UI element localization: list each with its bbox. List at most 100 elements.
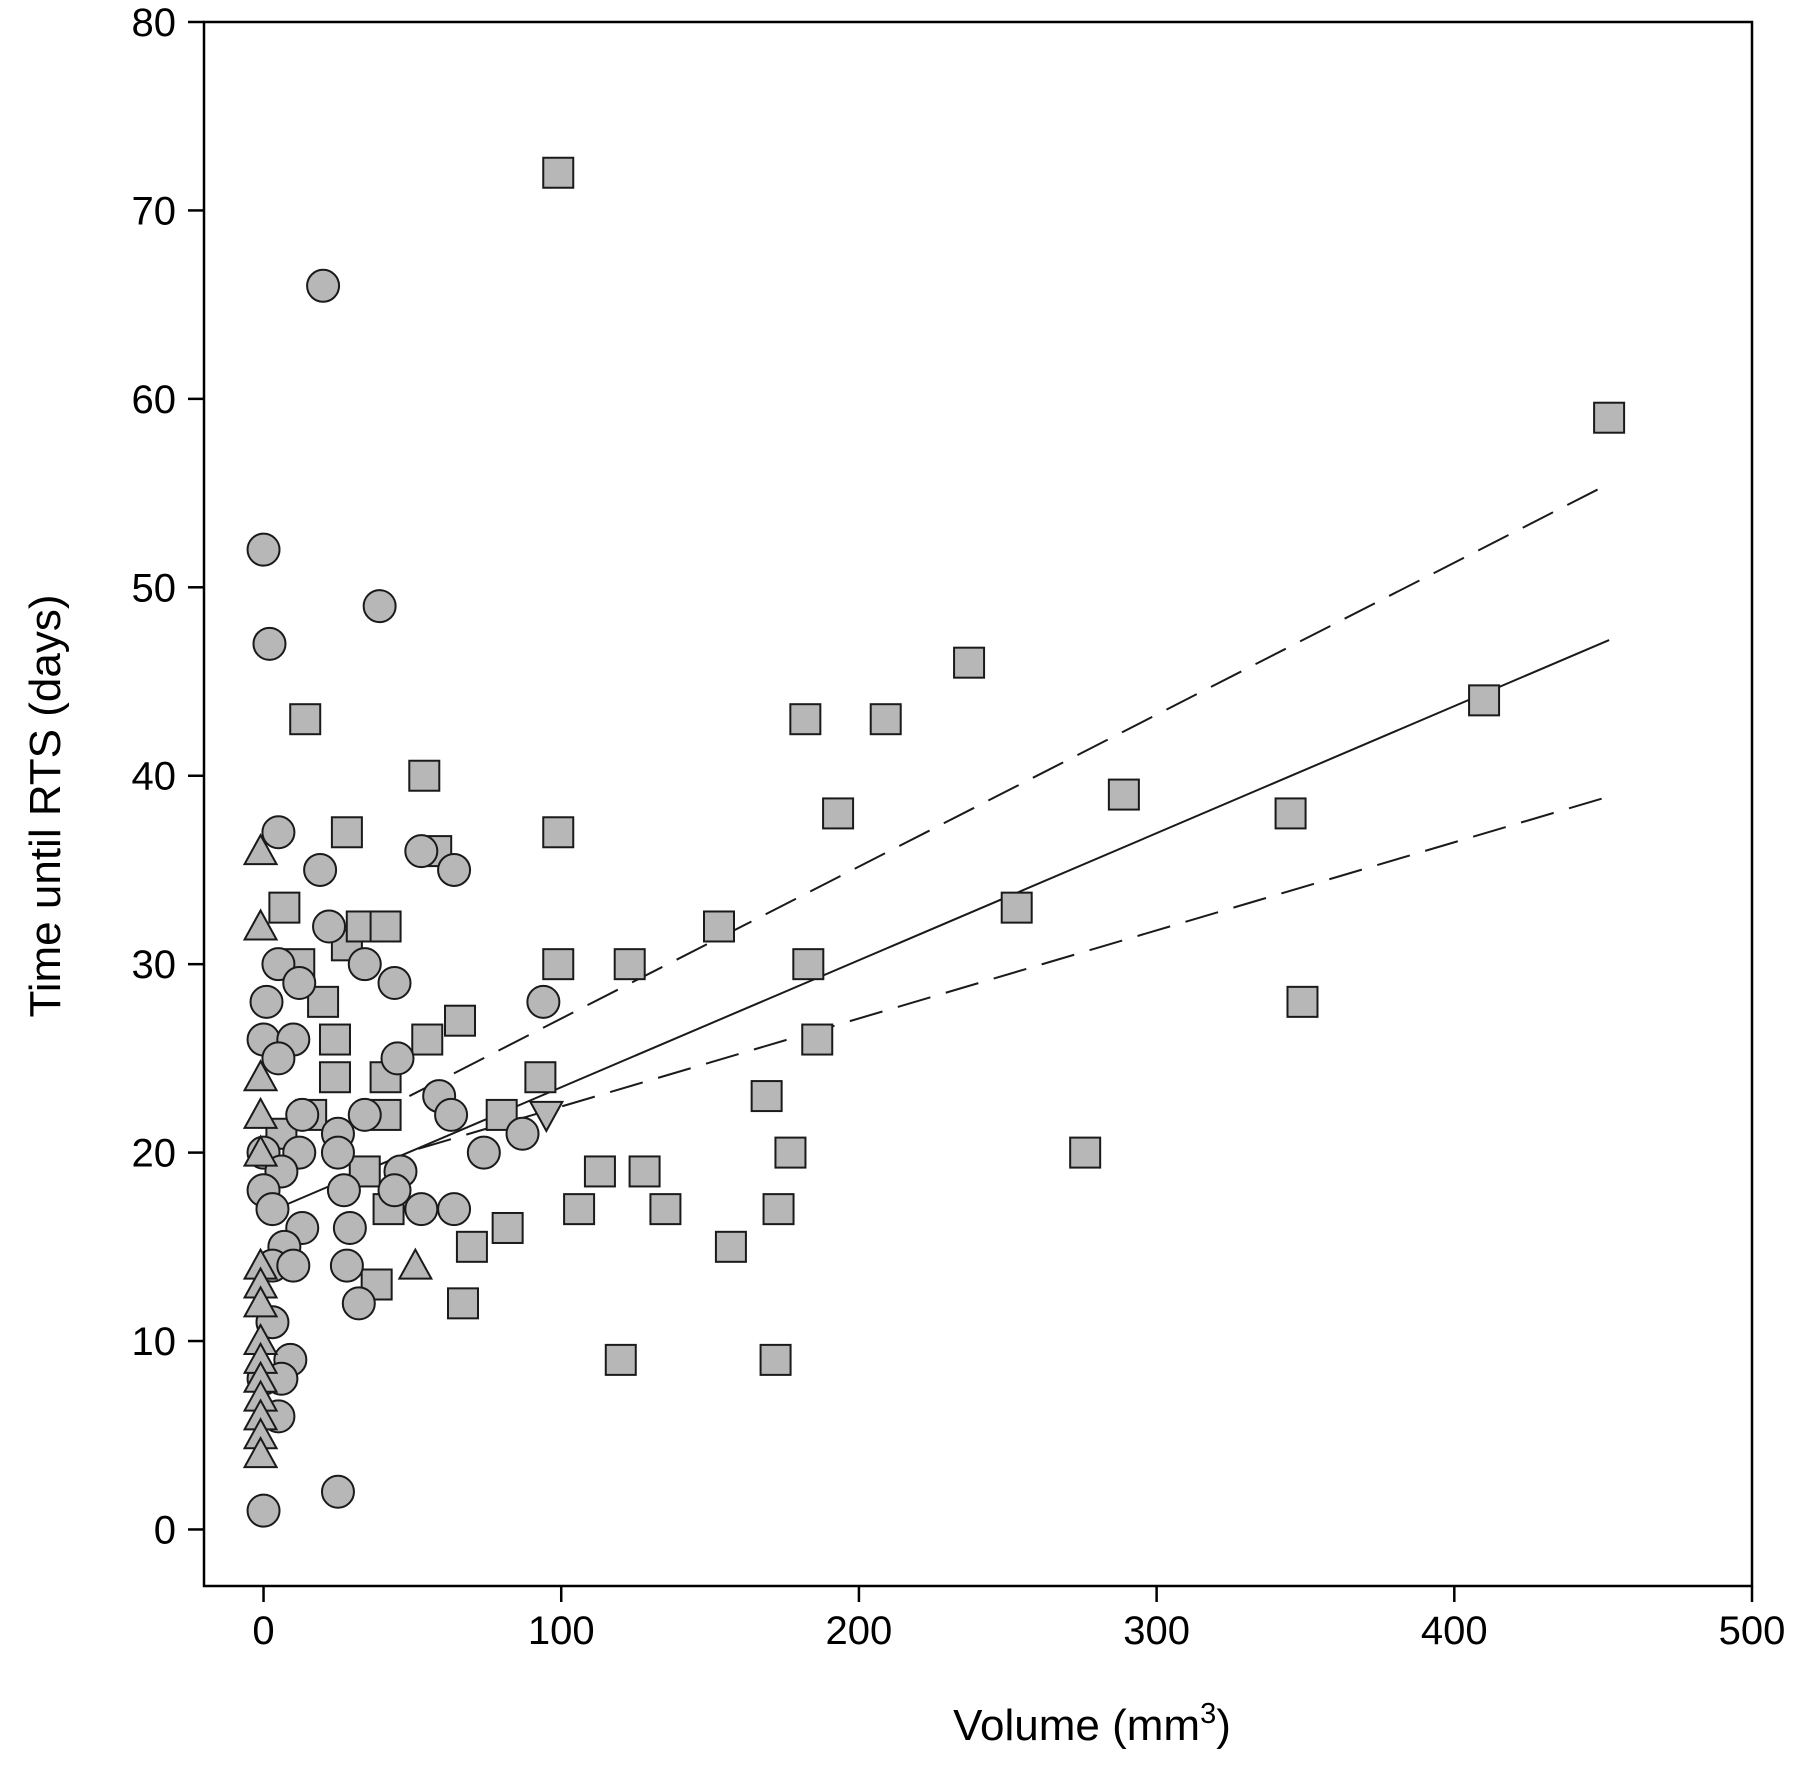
- square-marker: [411, 1023, 444, 1056]
- y-tick-label: 0: [154, 1508, 176, 1552]
- square-marker: [455, 1230, 488, 1263]
- circle-marker: [526, 984, 561, 1019]
- regression-lower-ci-line: [418, 795, 1610, 1150]
- square-marker: [1593, 401, 1626, 434]
- circle-marker: [347, 947, 382, 982]
- y-tick-label: 80: [132, 1, 177, 45]
- square-marker: [542, 156, 575, 189]
- square-marker: [1274, 797, 1307, 830]
- square-marker: [953, 646, 986, 679]
- y-tick-label: 50: [132, 566, 177, 610]
- circle-marker: [306, 268, 341, 303]
- circle-marker: [404, 834, 439, 869]
- circle-marker: [261, 1041, 296, 1076]
- triangle-up-marker: [242, 1285, 279, 1318]
- circle-marker: [326, 1173, 361, 1208]
- data-markers: [242, 156, 1626, 1528]
- y-axis-label: Time until RTS (days): [21, 595, 70, 1018]
- circle-marker: [466, 1135, 501, 1170]
- triangle-down-marker: [528, 1100, 565, 1133]
- square-marker: [583, 1155, 616, 1188]
- square-marker: [1107, 778, 1140, 811]
- square-marker: [628, 1155, 661, 1188]
- circle-marker: [282, 966, 317, 1001]
- triangle-up-marker: [242, 833, 279, 866]
- square-marker: [444, 1004, 477, 1037]
- circle-marker: [255, 1192, 290, 1227]
- x-axis-label-suffix: ): [1216, 1701, 1231, 1750]
- square-marker: [542, 948, 575, 981]
- circle-marker: [312, 909, 347, 944]
- square-marker: [369, 910, 402, 943]
- square-marker: [1069, 1136, 1102, 1169]
- y-tick-label: 30: [132, 943, 177, 987]
- circle-marker: [341, 1286, 376, 1321]
- y-axis-ticks: 0 10 20 30 40 50 60 70 80: [132, 1, 204, 1552]
- x-axis-label-main: Volume (mm: [953, 1701, 1200, 1750]
- circle-marker: [252, 626, 287, 661]
- triangle-up-marker: [242, 1096, 279, 1129]
- x-axis-label: Volume (mm3): [953, 1698, 1231, 1750]
- square-marker: [268, 891, 301, 924]
- circle-marker: [276, 1248, 311, 1283]
- square-marker: [750, 1080, 783, 1113]
- square-marker: [604, 1343, 637, 1376]
- circle-marker: [249, 984, 284, 1019]
- square-marker: [801, 1023, 834, 1056]
- square-marker: [318, 1061, 351, 1094]
- square-marker: [762, 1193, 795, 1226]
- y-tick-label: 10: [132, 1320, 177, 1364]
- y-tick-label: 40: [132, 755, 177, 799]
- square-marker: [1468, 684, 1501, 717]
- circle-marker: [303, 852, 338, 887]
- y-tick-label: 70: [132, 189, 177, 233]
- circle-marker: [505, 1116, 540, 1151]
- triangle-up-marker: [397, 1247, 434, 1280]
- square-marker: [822, 797, 855, 830]
- x-tick-label: 500: [1719, 1609, 1786, 1653]
- triangle-up-marker: [242, 1059, 279, 1092]
- circle-marker: [434, 1097, 469, 1132]
- x-tick-label: 100: [528, 1609, 595, 1653]
- triangle-up-marker: [242, 1134, 279, 1167]
- circle-marker: [329, 1248, 364, 1283]
- x-axis-label-superscript: 3: [1200, 1698, 1216, 1730]
- circle-marker: [437, 852, 472, 887]
- square-marker: [318, 1023, 351, 1056]
- square-marker: [330, 816, 363, 849]
- x-axis-ticks: 0 100 200 300 400 500: [252, 1586, 1785, 1653]
- circle-marker: [320, 1474, 355, 1509]
- square-marker: [613, 948, 646, 981]
- circle-marker: [404, 1192, 439, 1227]
- circle-marker: [362, 589, 397, 624]
- triangle-up-marker: [242, 1436, 279, 1469]
- y-tick-label: 60: [132, 378, 177, 422]
- square-marker: [542, 816, 575, 849]
- circle-marker: [320, 1135, 355, 1170]
- circle-marker: [246, 532, 281, 567]
- square-marker: [1000, 891, 1033, 924]
- square-marker: [759, 1343, 792, 1376]
- x-tick-label: 0: [252, 1609, 274, 1653]
- square-marker: [703, 910, 736, 943]
- circle-marker: [285, 1097, 320, 1132]
- square-marker: [289, 703, 322, 736]
- square-marker: [446, 1287, 479, 1320]
- square-marker: [789, 703, 822, 736]
- square-marker: [649, 1193, 682, 1226]
- circle-marker: [261, 815, 296, 850]
- square-marker: [869, 703, 902, 736]
- x-tick-label: 200: [826, 1609, 893, 1653]
- circle-marker: [332, 1210, 367, 1245]
- circle-marker: [246, 1493, 281, 1528]
- square-marker: [408, 759, 441, 792]
- square-marker: [1286, 985, 1319, 1018]
- square-marker: [792, 948, 825, 981]
- plot-frame: [202, 20, 1754, 1588]
- square-marker: [774, 1136, 807, 1169]
- y-tick-label: 20: [132, 1132, 177, 1176]
- triangle-up-marker: [242, 908, 279, 941]
